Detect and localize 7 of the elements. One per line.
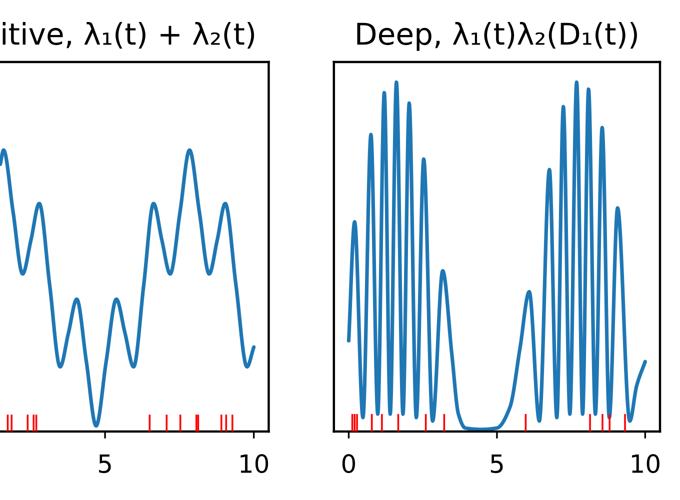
chart-title: Deep, λ₁(t)λ₂(D₁(t)): [357, 22, 637, 51]
x-tick-label: 5: [490, 454, 503, 474]
x-tick-label: 5: [99, 454, 111, 474]
x-tick-label: 10: [632, 454, 660, 474]
chart-title: itive, λ₁(t) + λ₂(t): [2, 22, 254, 49]
x-tick-label: 10: [240, 454, 268, 474]
x-tick-label: 0: [342, 454, 356, 474]
